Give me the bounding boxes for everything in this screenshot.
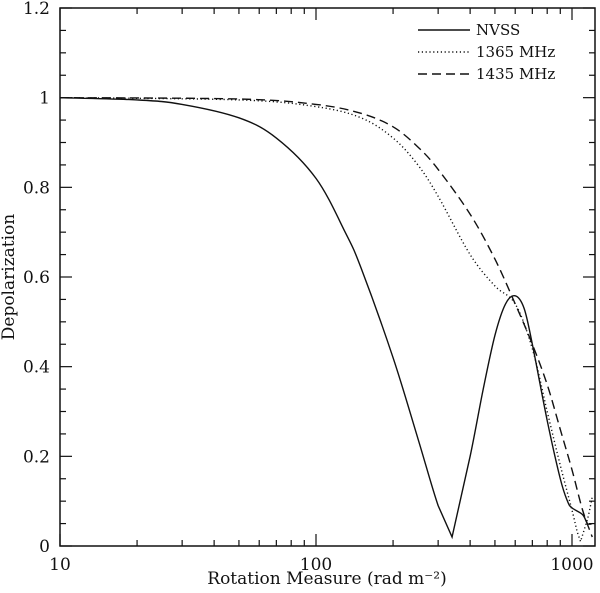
y-tick-label: 1 (39, 89, 50, 109)
y-axis-title: Depolarization (0, 214, 19, 341)
legend-label: 1365 MHz (476, 43, 555, 61)
x-tick-label: 1000 (550, 555, 593, 575)
axis-ticks (59, 7, 595, 547)
x-tick-label: 100 (300, 555, 332, 575)
y-tick-label: 0.2 (23, 447, 50, 467)
curve-1365-mhz (59, 96, 593, 544)
curve-nvss (59, 96, 593, 540)
y-tick-label: 1.2 (23, 0, 50, 19)
legend-label: NVSS (476, 21, 520, 39)
x-tick-label: 10 (49, 555, 71, 575)
y-tick-label: 0 (39, 537, 50, 557)
y-tick-label: 0.4 (23, 358, 50, 378)
x-axis-title: Rotation Measure (rad m⁻²) (207, 569, 446, 589)
data-curves (59, 96, 593, 544)
curve-1435-mhz (59, 96, 593, 538)
legend: NVSS 1365 MHz 1435 MHz (418, 21, 555, 83)
axis-tick-labels: 10 100 1000 0 0.2 0.4 0.6 0.8 1 1.2 (23, 0, 594, 575)
y-tick-label: 0.8 (23, 178, 50, 198)
legend-label: 1435 MHz (476, 65, 555, 83)
plot-frame (59, 7, 596, 547)
y-tick-label: 0.6 (23, 268, 50, 288)
